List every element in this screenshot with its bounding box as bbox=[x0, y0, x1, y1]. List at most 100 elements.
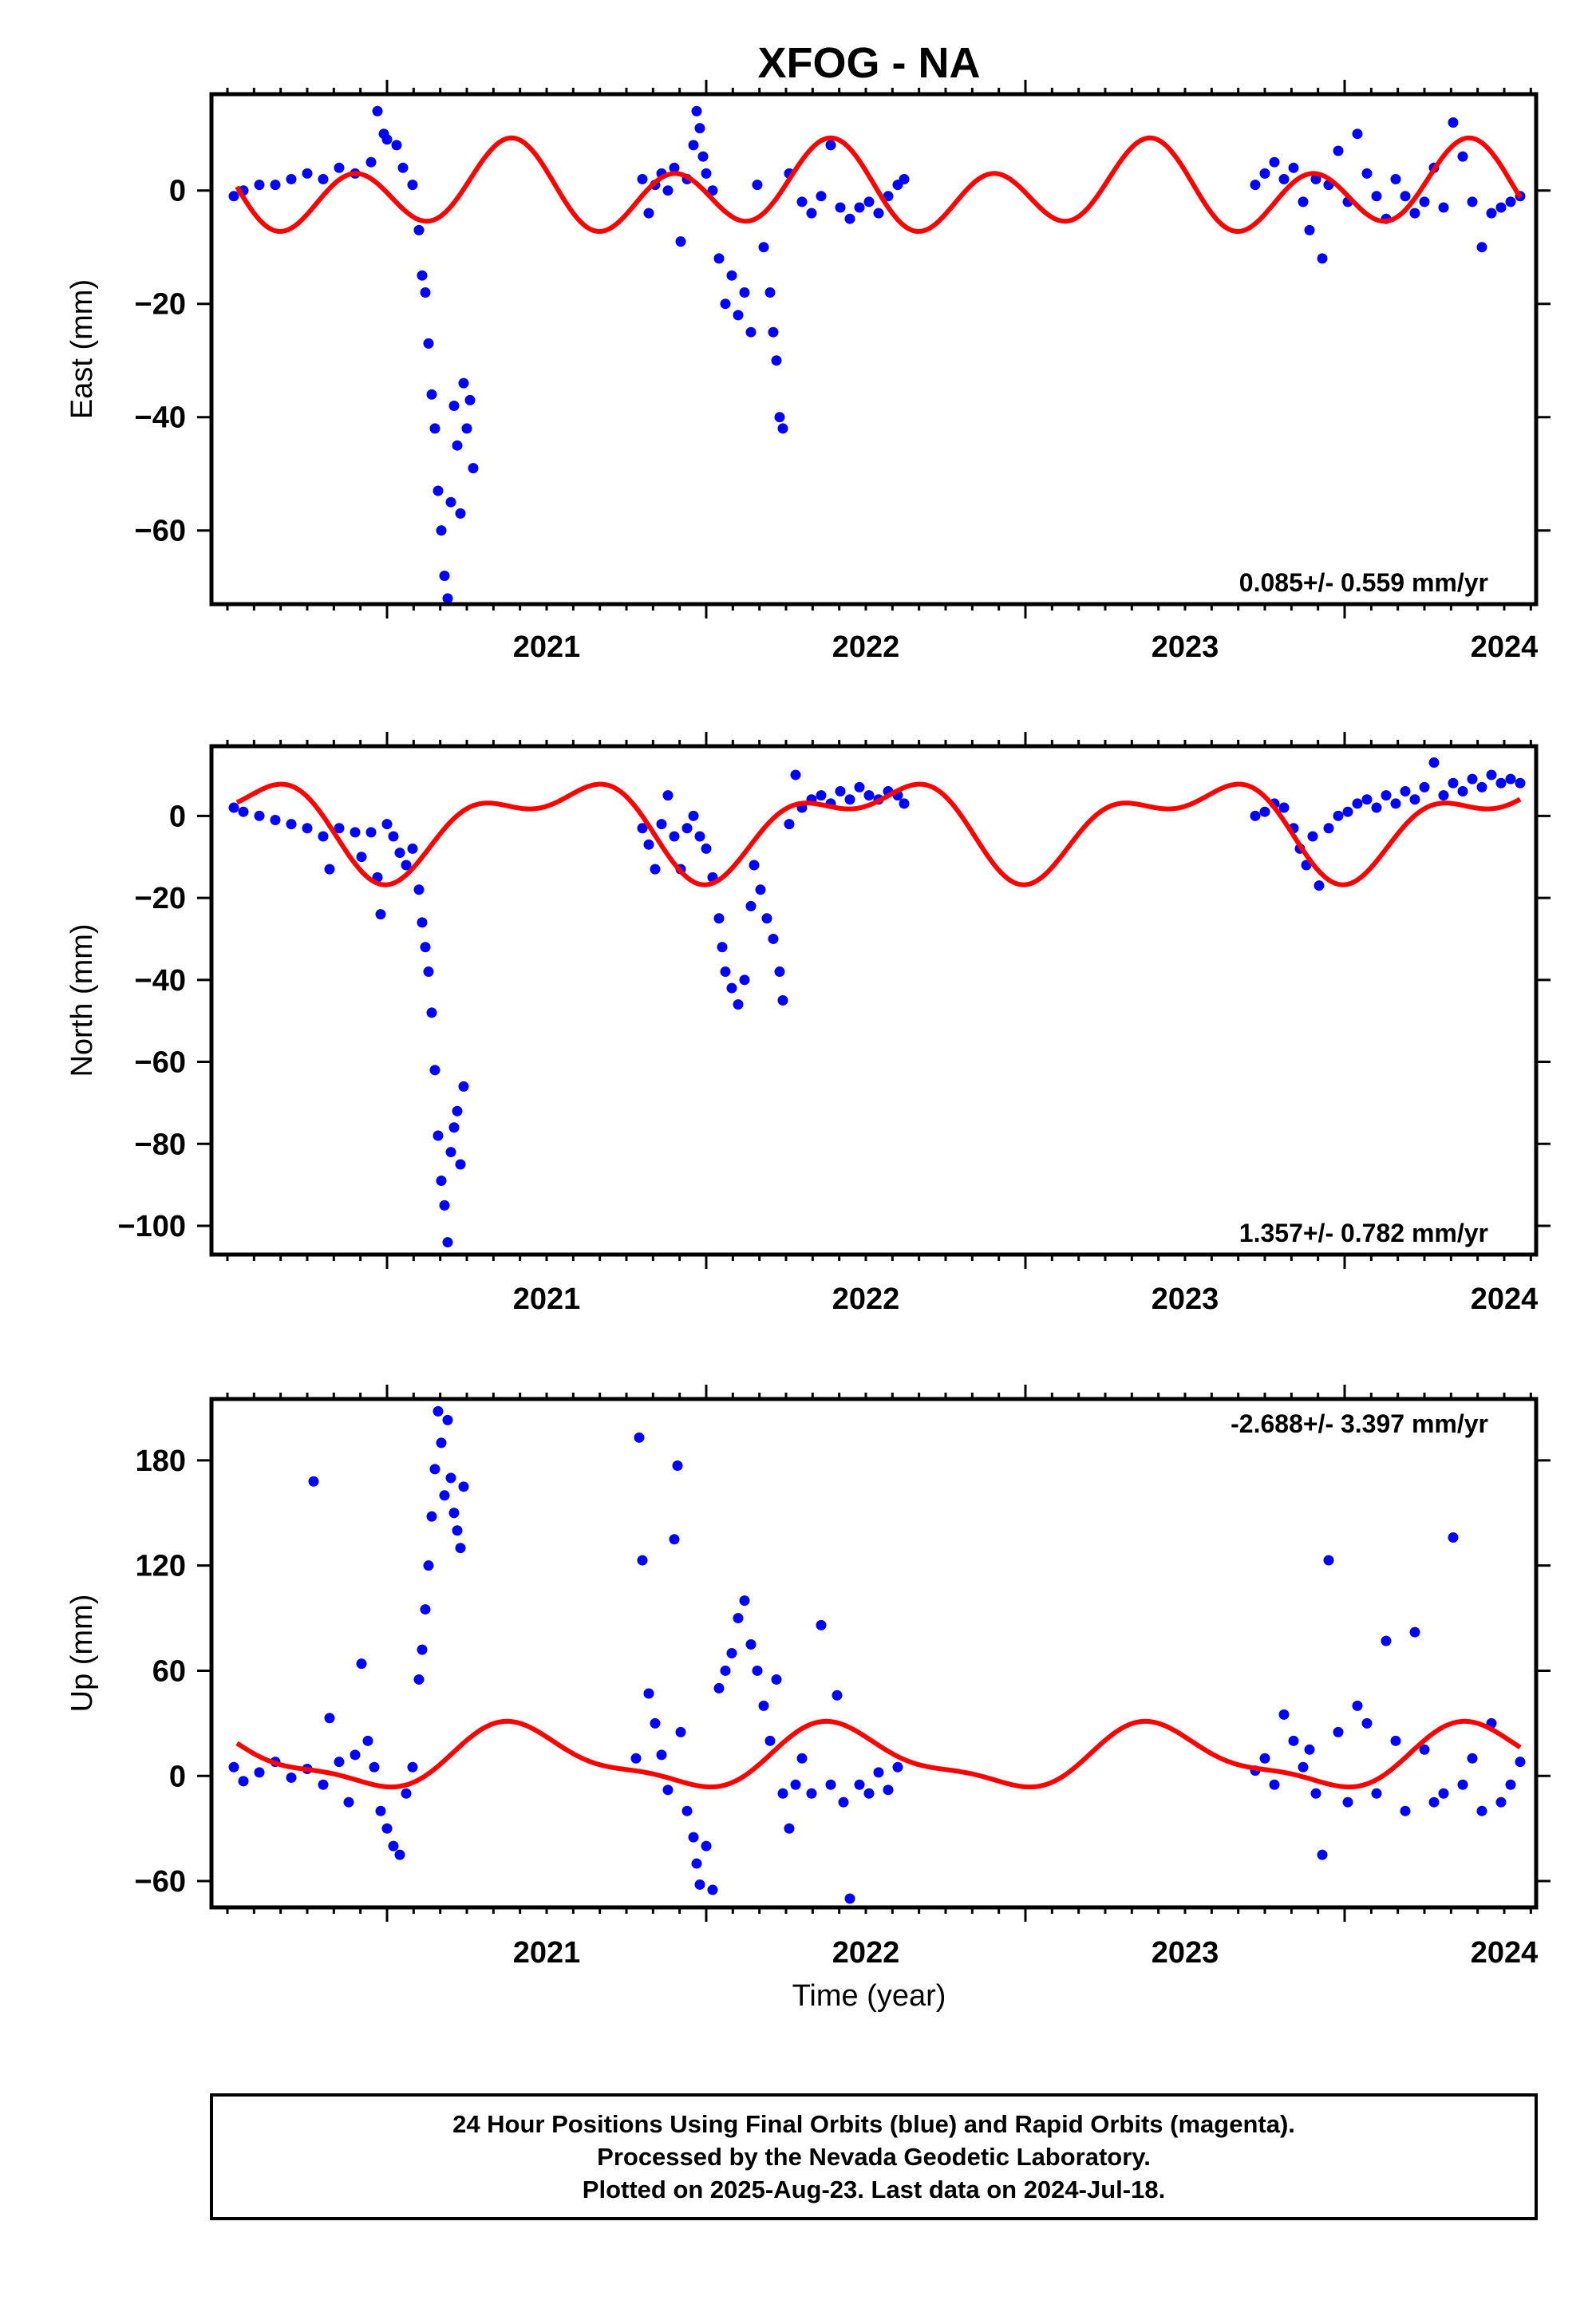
data-point bbox=[417, 270, 428, 281]
data-point bbox=[643, 839, 654, 850]
data-point bbox=[844, 1893, 855, 1904]
data-point bbox=[436, 1437, 447, 1448]
data-point bbox=[238, 1776, 249, 1787]
data-point bbox=[701, 843, 712, 854]
data-point bbox=[381, 134, 393, 145]
data-point bbox=[1269, 156, 1280, 168]
data-point bbox=[745, 326, 757, 338]
data-point bbox=[334, 162, 345, 173]
data-point bbox=[369, 1761, 380, 1773]
data-point bbox=[1310, 1788, 1321, 1799]
data-point bbox=[413, 1674, 425, 1685]
data-point bbox=[637, 174, 648, 184]
data-point bbox=[701, 168, 712, 179]
data-point bbox=[429, 1464, 440, 1475]
x-tick-label: 2024 bbox=[1471, 1282, 1539, 1316]
data-point bbox=[448, 401, 460, 411]
data-point bbox=[1400, 786, 1411, 797]
data-point bbox=[1361, 168, 1373, 179]
model-fit-line bbox=[235, 1718, 1522, 1790]
x-tick-label: 2023 bbox=[1152, 630, 1219, 664]
data-point bbox=[1448, 1532, 1459, 1543]
data-point bbox=[835, 202, 846, 213]
data-point bbox=[426, 1007, 437, 1018]
data-point bbox=[675, 1726, 686, 1737]
data-point bbox=[1495, 202, 1507, 213]
data-point bbox=[854, 202, 865, 213]
data-point bbox=[1448, 117, 1459, 128]
data-point bbox=[720, 1665, 731, 1676]
data-point bbox=[394, 848, 405, 859]
data-point bbox=[445, 1147, 456, 1158]
data-point bbox=[688, 140, 699, 151]
data-point bbox=[324, 864, 335, 875]
data-point bbox=[350, 1749, 361, 1761]
data-point bbox=[733, 310, 744, 321]
data-point bbox=[697, 151, 709, 162]
data-point bbox=[784, 819, 795, 830]
data-point bbox=[407, 1761, 418, 1773]
data-point bbox=[1515, 1757, 1526, 1768]
x-tick-label: 2021 bbox=[513, 630, 581, 664]
data-point bbox=[1333, 810, 1344, 821]
data-point bbox=[1259, 806, 1270, 817]
data-point bbox=[1288, 162, 1299, 173]
data-point bbox=[774, 966, 785, 978]
data-point bbox=[401, 860, 412, 871]
data-point bbox=[436, 1176, 447, 1187]
data-point bbox=[854, 1779, 865, 1790]
y-axis-label: Up (mm) bbox=[65, 1595, 99, 1713]
data-point bbox=[334, 1757, 345, 1768]
east-panel: 2021 2022 2023 2024 0 −20 −40 −60 East (mm) 0.085… bbox=[65, 80, 1551, 664]
data-point bbox=[675, 236, 686, 247]
data-point bbox=[334, 823, 345, 834]
data-point bbox=[768, 933, 779, 944]
data-point bbox=[1428, 1796, 1440, 1808]
y-axis-label: North (mm) bbox=[65, 923, 99, 1077]
data-point bbox=[1400, 1805, 1411, 1816]
data-point bbox=[1409, 207, 1420, 219]
data-point bbox=[417, 917, 428, 928]
data-point bbox=[771, 1674, 782, 1685]
data-point bbox=[669, 1534, 680, 1545]
data-point bbox=[1515, 777, 1526, 788]
y-tick-label: 0 bbox=[169, 175, 186, 208]
data-point bbox=[777, 995, 788, 1006]
model-fit-line bbox=[1253, 787, 1523, 887]
velocity-estimate: -2.688+/- 3.397 mm/yr bbox=[1231, 1409, 1488, 1438]
velocity-estimate: 0.085+/- 0.559 mm/yr bbox=[1239, 568, 1488, 597]
data-point bbox=[883, 191, 894, 202]
data-point bbox=[417, 1644, 428, 1655]
data-point bbox=[365, 156, 377, 168]
data-point bbox=[643, 1688, 654, 1699]
data-point bbox=[350, 827, 361, 838]
data-point bbox=[662, 790, 674, 801]
data-point bbox=[1298, 1761, 1309, 1773]
data-point bbox=[1400, 191, 1411, 202]
data-point bbox=[1448, 777, 1459, 788]
data-point bbox=[771, 355, 782, 366]
data-point bbox=[1323, 1555, 1334, 1566]
data-point bbox=[455, 1543, 466, 1554]
data-point bbox=[1486, 769, 1497, 781]
y-tick-label: −60 bbox=[135, 515, 186, 548]
data-point bbox=[832, 1690, 843, 1701]
data-point bbox=[356, 852, 367, 863]
data-point bbox=[650, 864, 661, 875]
data-point bbox=[423, 966, 434, 978]
data-point bbox=[726, 270, 737, 281]
data-point bbox=[656, 1749, 667, 1761]
data-point bbox=[1278, 174, 1290, 184]
data-point bbox=[448, 1508, 460, 1519]
data-point bbox=[407, 843, 418, 854]
y-tick-label: −40 bbox=[135, 401, 186, 435]
data-point bbox=[764, 1735, 776, 1746]
data-point bbox=[733, 999, 744, 1010]
data-point bbox=[343, 1796, 354, 1808]
y-tick-label: 60 bbox=[152, 1654, 186, 1688]
data-point bbox=[691, 105, 702, 117]
data-point bbox=[1457, 786, 1468, 797]
y-tick-label: −20 bbox=[135, 288, 186, 322]
data-point bbox=[1419, 1744, 1430, 1755]
data-point bbox=[1390, 798, 1401, 809]
